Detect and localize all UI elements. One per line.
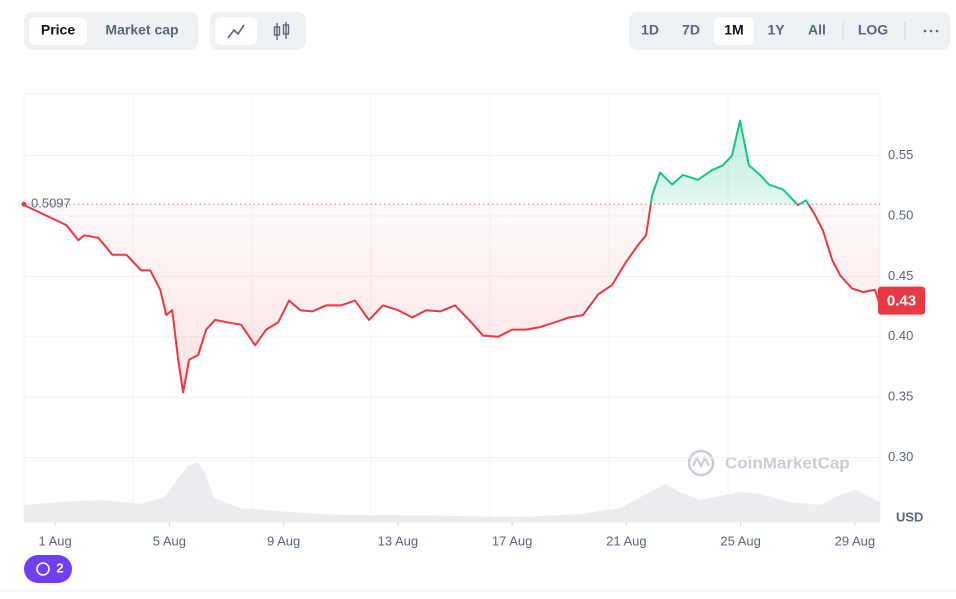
x-tick-label: 25 Aug [720,533,761,548]
y-unit: USD [896,509,923,524]
price-badge-label: 0.43 [887,293,916,310]
price-area [24,120,880,393]
price-line [23,119,881,394]
x-tick-label: 29 Aug [835,533,876,548]
range-group [629,12,950,50]
y-tick-label: 0.45 [888,268,913,283]
watermark-logo [687,449,715,477]
history-badge[interactable] [24,555,72,583]
x-tick-label: 13 Aug [378,533,419,548]
candle-icon[interactable] [273,22,290,40]
y-tick-label: 0.30 [888,449,913,464]
x-tick-label: 9 Aug [267,533,300,548]
y-tick-label: 0.35 [888,389,913,404]
range-button[interactable]: All [808,22,826,38]
history-icon [36,562,50,576]
history-count: 2 [56,560,63,575]
watermark-logo [692,455,710,469]
x-tick-label: 1 Aug [38,533,71,548]
x-tick-label: 5 Aug [153,533,186,548]
range-button[interactable]: 1Y [767,22,785,38]
y-tick-label: 0.50 [888,207,913,222]
range-button[interactable]: 7D [682,22,700,38]
y-tick-label: 0.55 [888,147,913,162]
log-button[interactable]: LOG [858,22,888,38]
watermark: CoinMarketCap [725,453,850,472]
x-tick-label: 17 Aug [492,533,533,548]
line-icon [227,24,245,39]
mode-button[interactable]: Price [41,22,75,38]
vertical-grid [132,94,729,522]
more-button[interactable] [923,29,939,33]
volume-area [24,462,880,522]
x-tick-label: 21 Aug [606,533,647,548]
baseline-label: 0.5097 [31,196,71,211]
range-active [714,17,754,45]
mode-button[interactable]: Market cap [105,22,178,38]
y-tick-label: 0.40 [888,328,913,343]
price-badge [878,286,925,315]
range-button[interactable]: 1D [641,22,659,38]
range-button[interactable]: 1M [724,22,743,38]
mode-active [29,17,87,45]
